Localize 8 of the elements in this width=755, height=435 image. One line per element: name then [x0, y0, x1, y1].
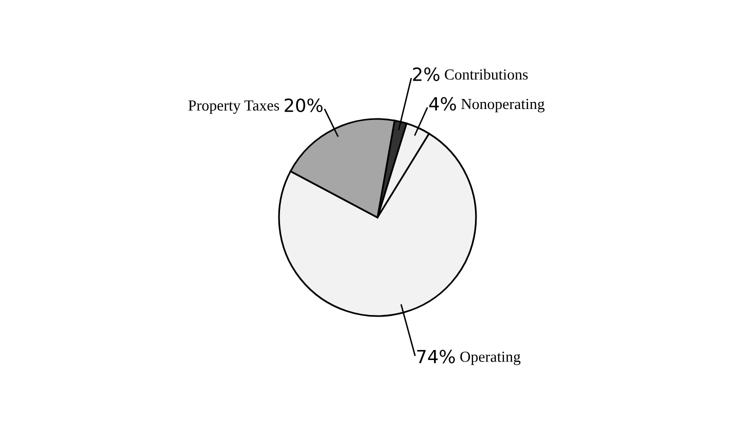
slice-label: Contributions: [444, 68, 528, 80]
slice-label: Property Taxes: [188, 100, 280, 114]
slice-label: Operating: [460, 352, 520, 366]
data-label: 4%: [429, 96, 456, 111]
data-label: 20%: [284, 98, 323, 112]
data-label: 2%: [413, 67, 440, 82]
slice-label: Nonoperating: [461, 98, 545, 112]
data-label: 74%: [417, 350, 455, 364]
